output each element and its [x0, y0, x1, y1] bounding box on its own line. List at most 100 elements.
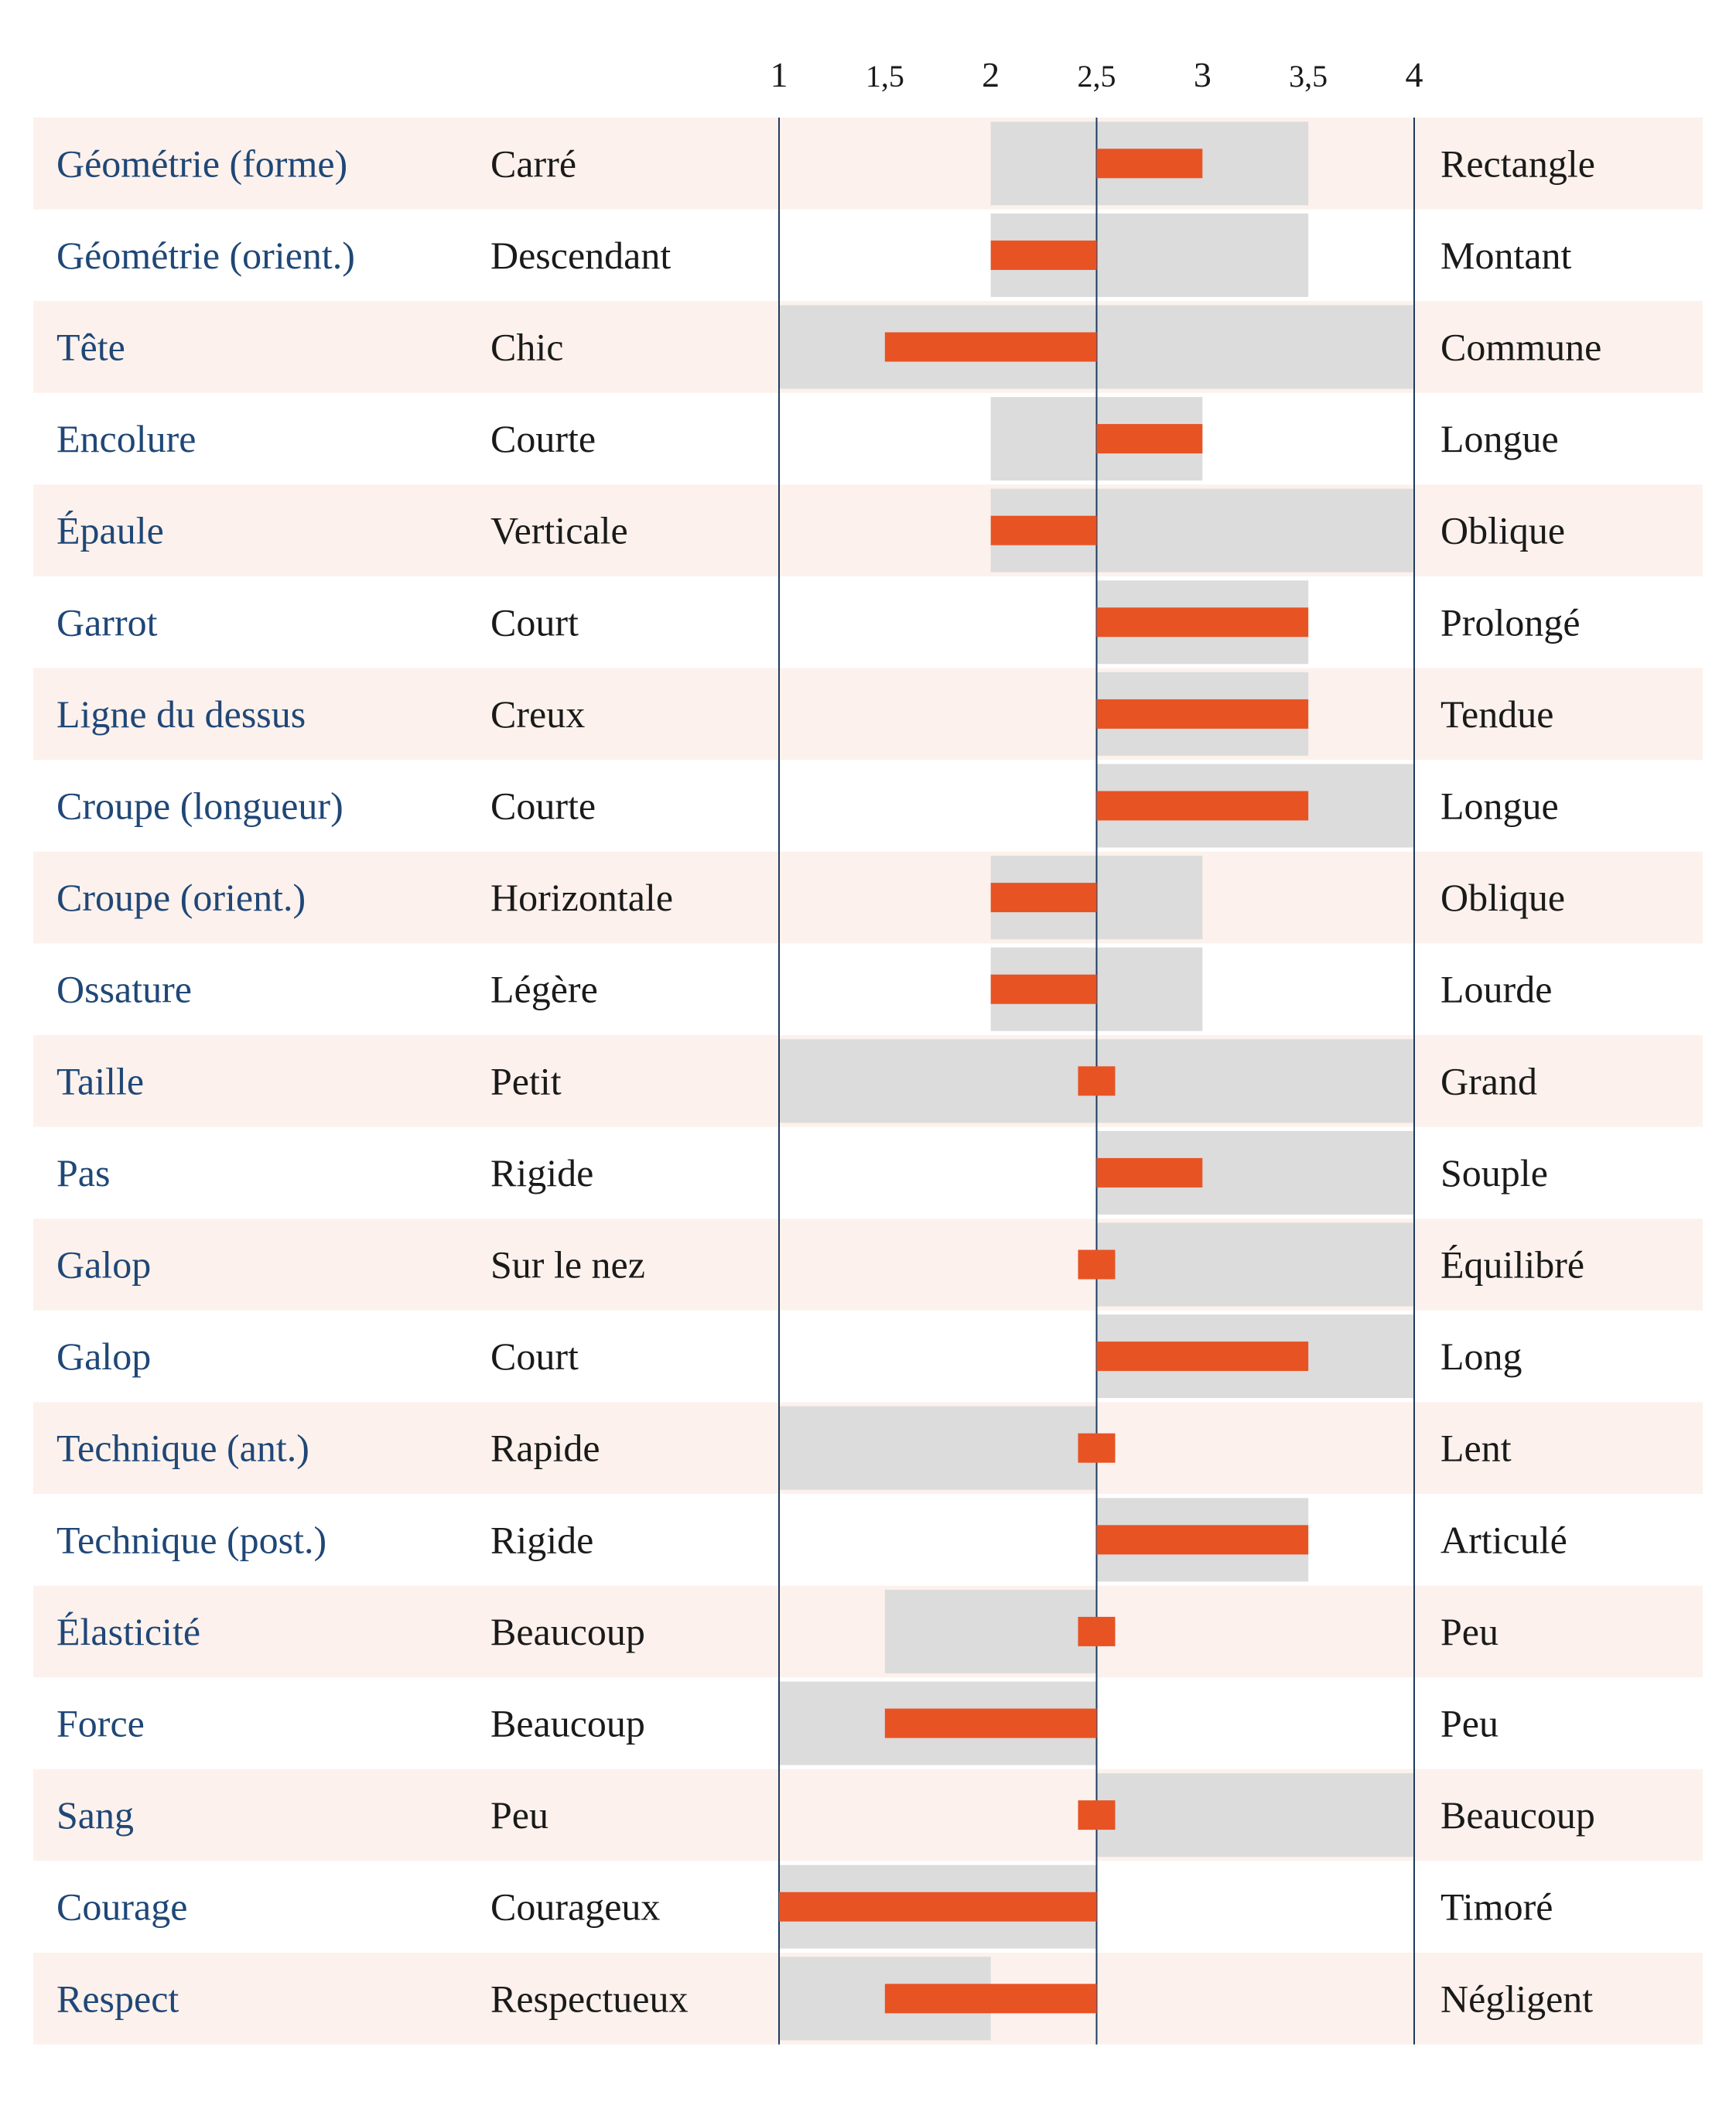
row-band [33, 484, 1703, 576]
value-marker [1078, 1066, 1116, 1096]
value-marker [1078, 1433, 1116, 1463]
tick-label: 4 [1406, 55, 1423, 94]
trait-label: Technique (post.) [56, 1518, 326, 1561]
tick-label: 1,5 [866, 59, 904, 94]
value-marker [884, 1984, 1097, 2014]
high-pole-label: Lent [1440, 1427, 1512, 1470]
value-marker [884, 332, 1097, 362]
tick-label: 3,5 [1289, 59, 1328, 94]
low-pole-label: Carré [490, 142, 576, 185]
value-marker [990, 883, 1097, 913]
row-band [33, 668, 1703, 760]
value-marker [1096, 699, 1309, 729]
trait-label: Sang [56, 1793, 134, 1837]
value-marker [1078, 1616, 1116, 1646]
high-pole-label: Timoré [1440, 1885, 1553, 1929]
high-pole-label: Peu [1440, 1610, 1498, 1653]
trait-label: Pas [56, 1151, 110, 1195]
low-pole-label: Petit [490, 1059, 562, 1102]
value-marker [990, 974, 1097, 1004]
high-pole-label: Lourde [1440, 968, 1552, 1011]
low-pole-label: Courte [490, 417, 596, 460]
trait-label: Croupe (longueur) [56, 784, 343, 828]
value-marker [1096, 149, 1203, 179]
value-marker [990, 515, 1097, 545]
tick-label: 2,5 [1078, 59, 1116, 94]
trait-label: Respect [56, 1977, 179, 2020]
value-marker [884, 1708, 1097, 1738]
trait-label: Galop [56, 1335, 151, 1378]
trait-label: Tête [56, 326, 125, 369]
trait-label: Garrot [56, 600, 158, 644]
high-pole-label: Souple [1440, 1151, 1548, 1195]
tick-label: 2 [982, 55, 1000, 94]
low-pole-label: Creux [490, 692, 585, 736]
value-marker [990, 240, 1097, 270]
value-marker [1096, 1157, 1203, 1188]
low-pole-label: Rigide [490, 1518, 593, 1561]
value-marker [1096, 607, 1309, 637]
high-pole-label: Longue [1440, 417, 1559, 460]
tick-label: 1 [771, 55, 788, 94]
trait-label: Géométrie (forme) [56, 142, 347, 185]
tick-label: 3 [1194, 55, 1211, 94]
low-pole-label: Courte [490, 784, 596, 828]
trait-label: Technique (ant.) [56, 1427, 309, 1470]
trait-label: Encolure [56, 417, 196, 460]
trait-label: Ossature [56, 968, 192, 1011]
low-pole-label: Court [490, 600, 579, 644]
low-pole-label: Descendant [490, 234, 671, 277]
value-marker [1078, 1249, 1116, 1280]
row-band [33, 1218, 1703, 1311]
range-bar [1096, 1222, 1414, 1307]
low-pole-label: Peu [490, 1793, 548, 1837]
trait-label: Élasticité [56, 1610, 200, 1653]
low-pole-label: Rigide [490, 1151, 593, 1195]
range-bar [779, 1406, 1097, 1490]
high-pole-label: Beaucoup [1440, 1793, 1595, 1837]
low-pole-label: Chic [490, 326, 563, 369]
low-pole-label: Beaucoup [490, 1610, 645, 1653]
row-band [33, 1585, 1703, 1678]
row-band [33, 851, 1703, 944]
value-marker [1096, 424, 1203, 454]
high-pole-label: Montant [1440, 234, 1572, 277]
high-pole-label: Grand [1440, 1059, 1537, 1102]
high-pole-label: Commune [1440, 326, 1601, 369]
high-pole-label: Longue [1440, 784, 1559, 828]
high-pole-label: Tendue [1440, 692, 1553, 736]
value-marker [1096, 1525, 1309, 1555]
range-bar [1096, 1773, 1414, 1858]
high-pole-label: Rectangle [1440, 142, 1595, 185]
high-pole-label: Oblique [1440, 876, 1565, 919]
low-pole-label: Respectueux [490, 1977, 688, 2020]
trait-label: Ligne du dessus [56, 692, 306, 736]
value-marker [1078, 1800, 1116, 1830]
low-pole-label: Courageux [490, 1885, 660, 1929]
trait-label: Force [56, 1702, 145, 1745]
trait-label: Galop [56, 1243, 151, 1287]
trait-label: Croupe (orient.) [56, 876, 306, 919]
low-pole-label: Court [490, 1335, 579, 1378]
value-marker [779, 1892, 1097, 1922]
high-pole-label: Équilibré [1440, 1243, 1584, 1287]
low-pole-label: Sur le nez [490, 1243, 645, 1287]
row-band [33, 1769, 1703, 1861]
low-pole-label: Rapide [490, 1427, 600, 1470]
trait-label: Courage [56, 1885, 187, 1929]
trait-label: Épaule [56, 509, 164, 552]
range-bar [884, 1589, 1097, 1673]
value-marker [1096, 1342, 1309, 1372]
row-band [33, 118, 1703, 210]
low-pole-label: Légère [490, 968, 598, 1011]
trait-label: Géométrie (orient.) [56, 234, 355, 277]
high-pole-label: Oblique [1440, 509, 1565, 552]
high-pole-label: Long [1440, 1335, 1522, 1378]
high-pole-label: Peu [1440, 1702, 1498, 1745]
low-pole-label: Beaucoup [490, 1702, 645, 1745]
low-pole-label: Horizontale [490, 876, 673, 919]
high-pole-label: Articulé [1440, 1518, 1567, 1561]
high-pole-label: Prolongé [1440, 600, 1581, 644]
